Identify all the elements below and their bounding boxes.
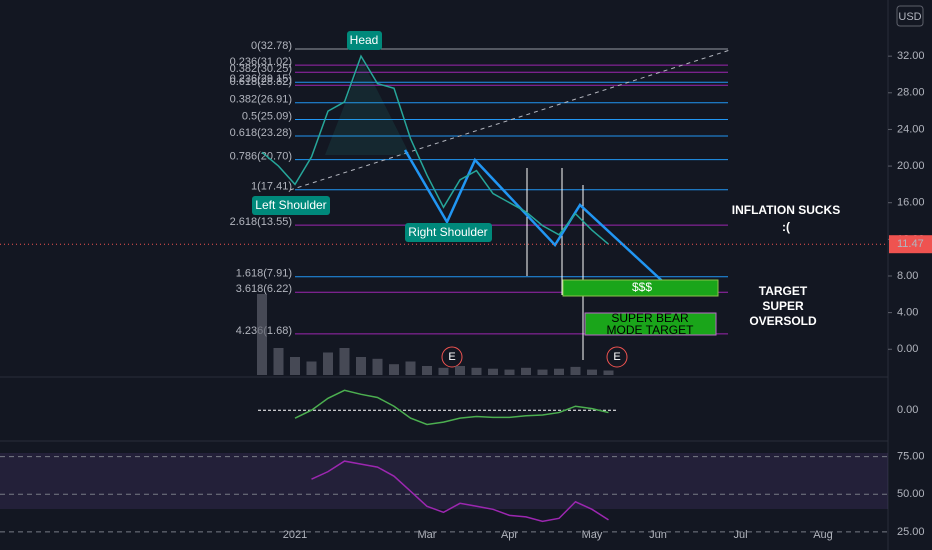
volume-bar [455,366,465,375]
x-tick-label: Apr [501,529,518,541]
y-tick-label: 0.00 [897,404,918,416]
y-tick-label: 0.00 [897,343,918,355]
volume-bar [389,364,399,375]
fib-label: 1(17.41) [251,181,292,193]
rsi-line [311,460,609,523]
volume-bar [521,367,531,375]
volume-bar [422,366,432,375]
rsi-band [0,453,888,509]
fib-label: 0.382(30.25) [230,63,292,75]
volume-bar [273,348,284,375]
y-tick-label: 16.00 [897,197,925,209]
x-tick-label: Mar [418,529,437,541]
currency-box [896,5,924,27]
volume-bar [603,370,614,375]
volume-bar [570,366,581,375]
volume-bar [438,367,449,375]
head-box [347,31,382,50]
x-tick-label: May [582,529,603,541]
y-tick-label: 75.00 [897,450,925,462]
volume-bar [306,361,317,375]
volume-bar [339,348,350,375]
x-tick-label: Aug [813,529,833,541]
note: TARGET [759,284,808,298]
volume-bar [405,361,416,375]
x-tick-label: Jul [733,529,747,541]
earnings-label: E [448,351,455,363]
fib-group: 0(32.78) 0.236(31.02)0.382(30.25)0.236(29… [230,40,728,337]
bear-box [584,312,717,336]
bear-box-label: SUPER BEAR [611,311,689,325]
fib-label: 0.618(23.28) [230,127,292,139]
left-shoulder-box [252,196,330,215]
volume-bar [372,358,383,375]
y-tick-label: 28.00 [897,87,925,99]
projection-arrow [403,149,673,291]
fib-label: 3.618(6.22) [236,283,292,295]
volume-bar [488,368,498,375]
head-label: Head [350,33,379,47]
target-box [562,279,719,297]
fib-label: 0.236(31.02) [230,56,292,68]
volume-bar [537,369,548,375]
note: SUPER [762,299,804,313]
fib-label: 0(32.78) [251,40,292,52]
y-tick-label: 25.00 [897,526,925,538]
macd-line [294,389,609,426]
earnings-marker [441,346,463,368]
price-line [261,54,609,245]
note: INFLATION SUCKS [732,203,840,217]
y-tick-label: 32.00 [897,50,925,62]
volume-bar [356,357,366,375]
volume-bar [257,294,267,375]
right-shoulder-box [405,223,492,242]
bear-box-label: MODE TARGET [607,323,695,337]
pattern-fill [325,60,410,155]
fib-label: 2.618(13.55) [230,216,292,228]
earnings-label: E [613,351,620,363]
fib-label: 1.618(7.91) [236,268,292,280]
left-shoulder-label: Left Shoulder [255,198,326,212]
y-tick-label: 50.00 [897,488,925,500]
volume-bar [323,352,333,375]
x-tick-label: Jun [649,529,667,541]
fib-label: 0.236(29.15) [230,73,292,85]
currency: USD [898,11,921,23]
right-shoulder-label: Right Shoulder [408,225,487,239]
fib-label: 0.786(20.70) [230,151,292,163]
y-tick-label: 20.00 [897,160,925,172]
volume-bar [587,369,597,375]
last-price-label: 11.47 [897,238,924,250]
y-tick-label: 4.00 [897,307,918,319]
volume-bar [554,368,564,375]
x-tick-label: 2021 [283,529,307,541]
volume-bar [290,357,300,375]
fib-label: 0.618(28.82) [230,76,292,88]
earnings-marker [606,346,628,368]
volume-bar [504,369,515,375]
note: :( [782,220,790,234]
fib-label: 0.382(26.91) [230,94,292,106]
trendline [289,49,731,191]
fib-label: 0.5(25.09) [242,110,292,122]
volume-bar [471,367,482,375]
last-price-box [889,235,932,254]
y-tick-label: 8.00 [897,270,918,282]
note: OVERSOLD [749,314,817,328]
target-box-label: $$$ [632,280,652,294]
y-tick-label: 24.00 [897,123,925,135]
